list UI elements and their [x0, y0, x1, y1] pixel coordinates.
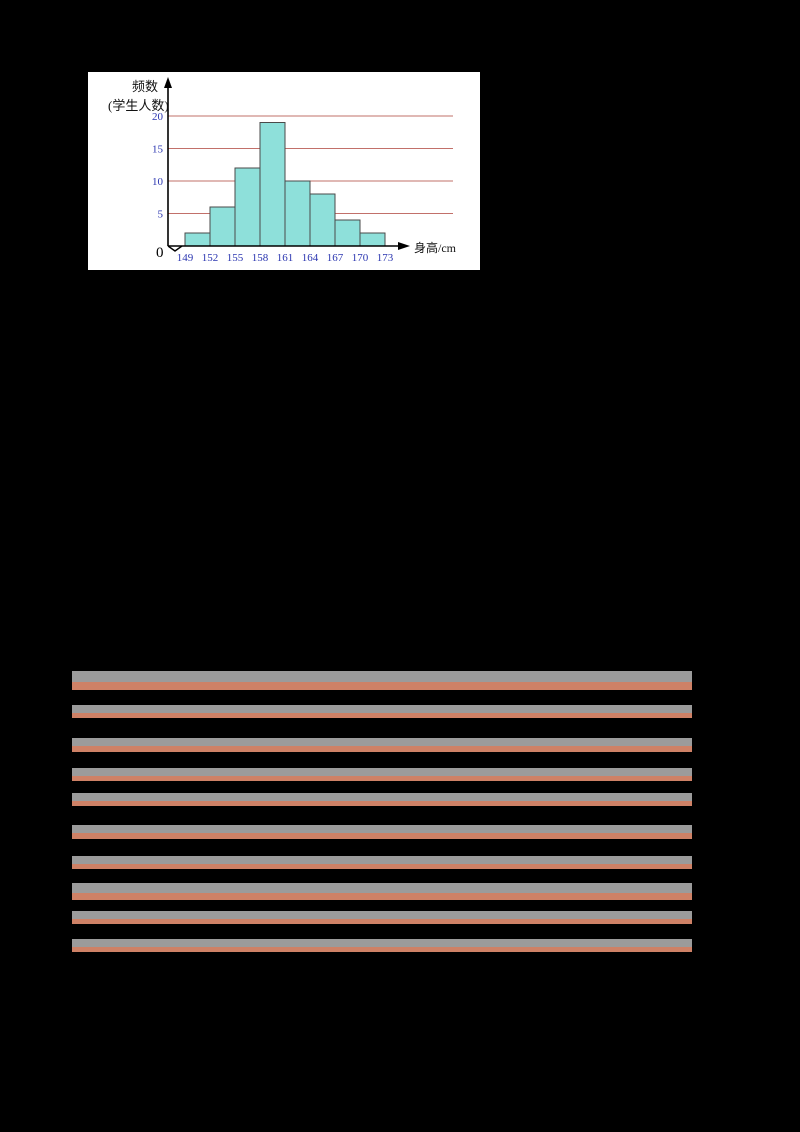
redaction-stripe	[72, 939, 692, 952]
y-tick-label: 10	[152, 176, 164, 188]
stripe-gray-band	[72, 825, 692, 834]
x-tick-label: 167	[327, 252, 344, 264]
histogram-bar	[334, 219, 361, 247]
x-tick-label: 155	[227, 252, 244, 264]
x-tick-label: 158	[252, 252, 269, 264]
redaction-stripe	[72, 911, 692, 924]
x-tick-label: 170	[352, 252, 369, 264]
stripe-gray-band	[72, 768, 692, 776]
redaction-stripe	[72, 738, 692, 752]
x-tick-label: 152	[202, 252, 219, 264]
redaction-stripe	[72, 705, 692, 718]
histogram-bar	[309, 193, 336, 247]
y-tick-label: 5	[158, 209, 164, 221]
redaction-stripe	[72, 883, 692, 900]
y-axis-arrow-icon	[164, 77, 172, 88]
stripe-gray-band	[72, 738, 692, 747]
y-axis-title-line2: (学生人数)	[108, 98, 169, 113]
y-axis-title-line1: 频数	[132, 79, 159, 94]
redaction-stripe	[72, 793, 692, 806]
stripe-gray-band	[72, 939, 692, 947]
stripe-gray-band	[72, 911, 692, 919]
stripe-gray-band	[72, 671, 692, 683]
stripe-salmon-band	[72, 893, 692, 900]
stripe-salmon-band	[72, 775, 692, 781]
redaction-stripe	[72, 856, 692, 869]
histogram-chart: 5 10 15 20 149 152 155 158 161 164 167 170 173	[152, 77, 453, 264]
x-tick-label: 149	[177, 252, 194, 264]
axis-break-icon	[167, 245, 183, 252]
stripe-salmon-band	[72, 712, 692, 718]
histogram-bar	[184, 232, 211, 247]
x-tick-label: 173	[377, 252, 394, 264]
stripe-salmon-band	[72, 833, 692, 839]
histogram-bar	[209, 206, 236, 247]
stripe-salmon-band	[72, 863, 692, 869]
x-tick-label: 164	[302, 252, 319, 264]
origin-label: 0	[156, 245, 164, 261]
stripe-salmon-band	[72, 800, 692, 806]
histogram-panel: 5 10 15 20 149 152 155 158 161 164 167 170 173 频数 (学…	[88, 72, 480, 270]
histogram-bar	[359, 232, 386, 247]
histogram-bar	[284, 180, 311, 247]
x-tick-label: 161	[277, 252, 294, 264]
stripe-salmon-band	[72, 946, 692, 952]
stripe-salmon-band	[72, 746, 692, 752]
histogram-bar	[259, 122, 286, 247]
stripe-gray-band	[72, 883, 692, 894]
stripe-salmon-band	[72, 682, 692, 690]
stripe-gray-band	[72, 705, 692, 713]
x-axis-title: 身高/cm	[414, 241, 456, 255]
stripe-gray-band	[72, 793, 692, 801]
redaction-stripe	[72, 825, 692, 839]
redaction-stripe	[72, 671, 692, 690]
stripe-salmon-band	[72, 918, 692, 924]
stripe-gray-band	[72, 856, 692, 864]
y-tick-label: 15	[152, 144, 164, 156]
x-axis-arrow-icon	[398, 242, 410, 250]
histogram-bar	[234, 167, 261, 247]
y-tick-label: 20	[152, 111, 164, 123]
redaction-stripe	[72, 768, 692, 781]
